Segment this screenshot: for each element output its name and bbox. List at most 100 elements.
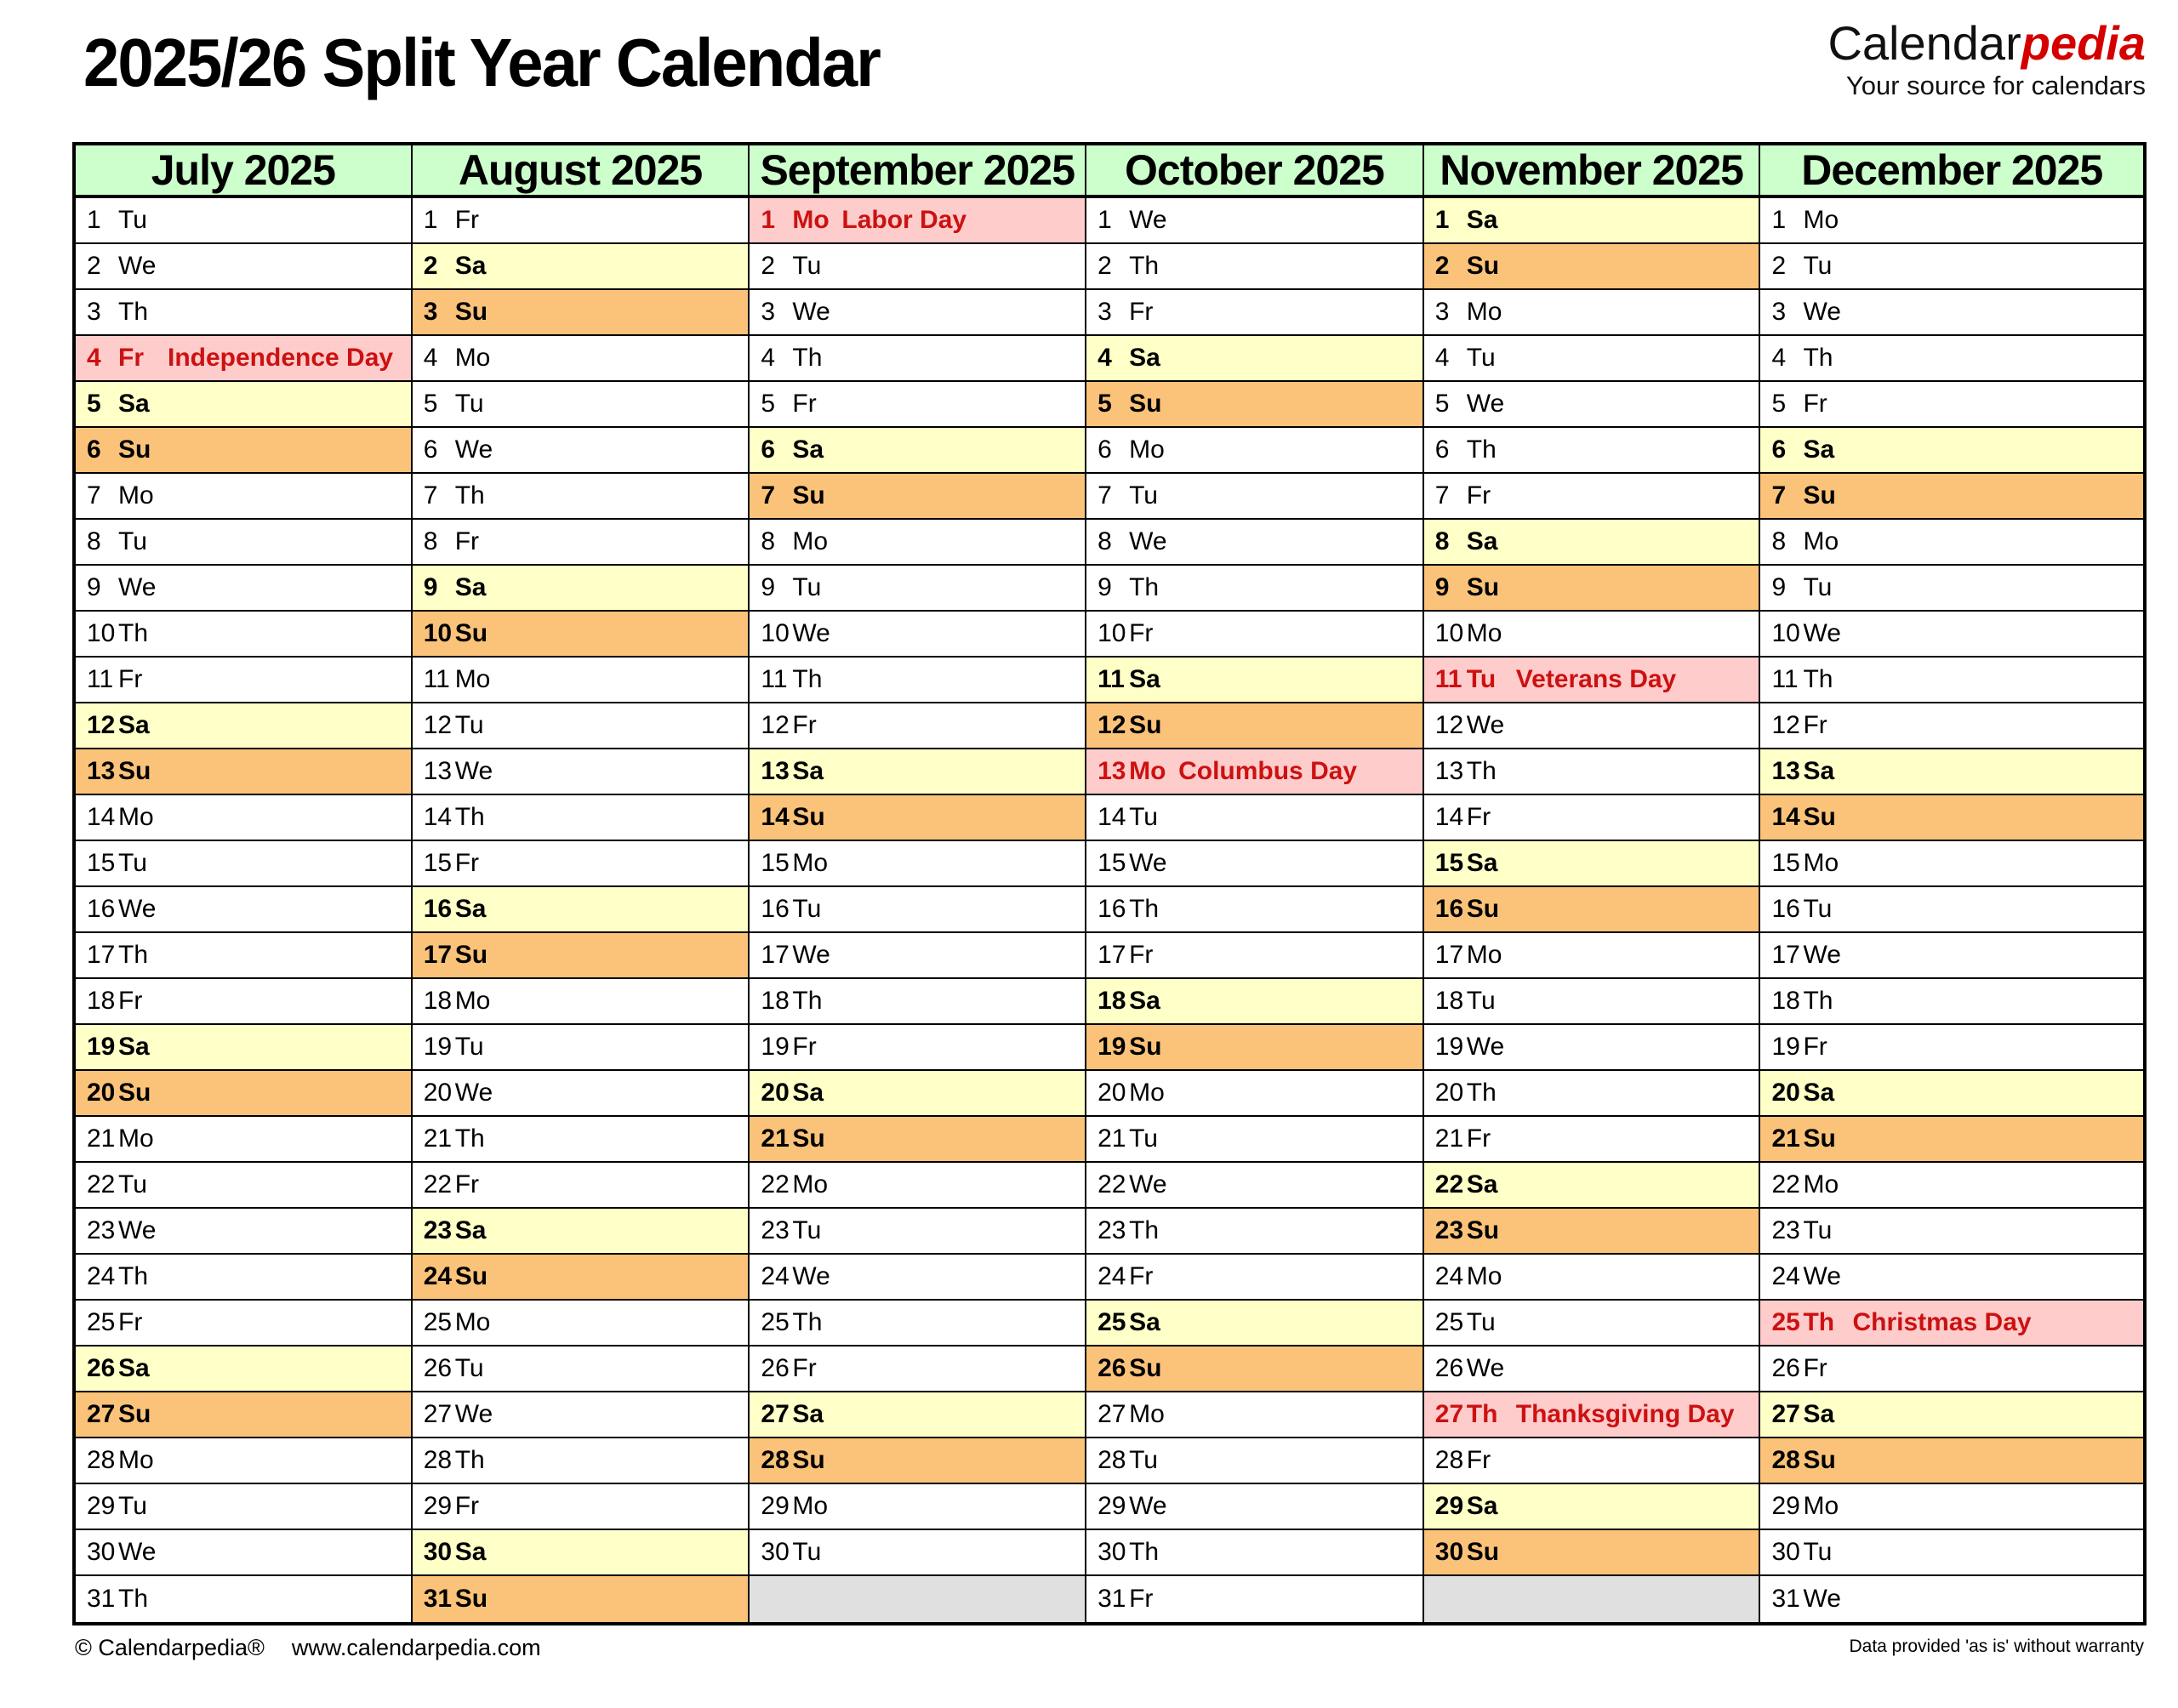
day-number: 24 [761,1262,790,1290]
day-cell: 24 Th [76,1255,411,1301]
day-cell: 3 Th [76,290,411,336]
day-cell: 22 Mo [1760,1163,2143,1209]
weekday-abbreviation: We [1803,298,1841,326]
day-number: 20 [761,1079,790,1107]
day-number: 7 [1771,481,1787,510]
day-number: 21 [423,1124,453,1153]
day-number: 15 [761,849,790,877]
day-cell: 26 Sa [76,1346,411,1392]
weekday-abbreviation: Tu [454,1354,484,1382]
weekday-abbreviation: Tu [1466,665,1497,693]
day-cell: 31 Fr [1086,1576,1423,1622]
day-cell: 24 Mo [1423,1255,1759,1301]
brand-tagline: Your source for calendars [1845,70,2146,100]
day-cell: 5 We [1423,382,1759,428]
footer-left: © Calendarpedia® www.calendarpedia.com [75,1635,541,1661]
day-number: 18 [1098,987,1126,1015]
day-cell: 19 Fr [750,1025,1086,1071]
day-number: 9 [1434,573,1450,601]
weekday-abbreviation: Tu [454,390,484,418]
weekday-abbreviation: We [1803,1262,1841,1290]
day-number: 21 [1771,1124,1800,1153]
weekday-abbreviation: Su [118,1079,151,1107]
day-number: 28 [1434,1446,1464,1474]
weekday-abbreviation: Tu [1129,481,1158,510]
day-cell: 7 Mo [76,474,411,520]
holiday-name: Christmas Day [1852,1308,2032,1336]
holiday-cell: 27 Th Thanksgiving Day [1423,1392,1759,1438]
day-number: 27 [87,1400,116,1428]
day-cell: 22 Fr [412,1163,749,1209]
month-column-july: July 2025 1 Tu 2 We 3 Th 4 Fr Independence Day 5 Sa… [76,145,413,1622]
weekday-abbreviation: Tu [1466,1308,1496,1336]
day-number: 28 [423,1446,453,1474]
day-number: 1 [1434,206,1450,234]
day-cell: 10 Fr [1086,612,1423,658]
day-number: 7 [1434,481,1450,510]
day-number: 6 [423,436,438,464]
weekday-abbreviation: Th [1803,665,1833,693]
day-number: 24 [1098,1262,1126,1290]
day-number: 31 [1771,1585,1800,1613]
day-number: 20 [1771,1079,1800,1107]
holiday-cell: 11 Tu Veterans Day [1423,658,1759,703]
brand-name-black: Calendar [1827,16,2021,70]
day-number: 4 [423,344,438,372]
day-cell: 8 Mo [1760,520,2143,566]
day-cell: 29 Mo [750,1484,1086,1530]
weekday-abbreviation: We [118,1538,157,1566]
weekday-abbreviation: Sa [454,252,487,280]
day-cell: 8 We [1086,520,1423,566]
day-number: 16 [1771,895,1800,923]
weekday-abbreviation: Sa [118,1354,150,1382]
day-cell: 5 Fr [1760,382,2143,428]
month-column-september: September 2025 1 Mo Labor Day 2 Tu 3 We 4 Th 5 Fr 6 S… [750,145,1087,1622]
weekday-abbreviation: Th [454,803,485,831]
day-cell: 31 Su [412,1576,749,1622]
footer-url-link[interactable]: www.calendarpedia.com [291,1635,541,1660]
day-cell: 20 Sa [750,1071,1086,1117]
day-cell: 10 We [750,612,1086,658]
day-number: 12 [423,711,453,739]
day-cell: 6 We [412,428,749,474]
weekday-abbreviation: Fr [454,206,480,234]
day-cell: 28 Fr [1423,1438,1759,1484]
day-number: 12 [87,711,116,739]
day-cell: 25 Th [750,1301,1086,1346]
weekday-abbreviation: Sa [1803,1079,1835,1107]
month-header: August 2025 [412,145,749,198]
day-number: 2 [423,252,438,280]
weekday-abbreviation: Fr [1466,481,1491,510]
weekday-abbreviation: Mo [1466,619,1502,647]
day-number: 14 [423,803,453,831]
day-cell: 12 Sa [76,703,411,749]
day-number: 21 [87,1124,116,1153]
weekday-abbreviation: Sa [454,1538,487,1566]
day-cell: 1 Mo [1760,198,2143,244]
day-number: 27 [761,1400,790,1428]
day-cell: 6 Su [76,428,411,474]
weekday-abbreviation: Th [1466,1400,1498,1428]
day-cell: 14 Su [750,795,1086,841]
day-number: 24 [87,1262,116,1290]
day-number: 23 [423,1216,453,1244]
day-number: 28 [1771,1446,1800,1474]
day-cell: 18 Mo [412,979,749,1025]
day-cell: 27 We [412,1392,749,1438]
weekday-abbreviation: Su [792,803,825,831]
weekday-abbreviation: Fr [1803,1354,1827,1382]
weekday-abbreviation: Th [1466,1079,1497,1107]
day-number: 1 [761,206,776,234]
day-number: 13 [1434,757,1464,785]
weekday-abbreviation: Th [1129,895,1160,923]
weekday-abbreviation: Tu [118,1170,147,1198]
weekday-abbreviation: Mo [118,1446,154,1474]
day-number: 27 [423,1400,453,1428]
weekday-abbreviation: Su [118,757,151,785]
day-number: 9 [87,573,101,601]
day-cell: 26 We [1423,1346,1759,1392]
holiday-cell: 13 Mo Columbus Day [1086,749,1423,795]
weekday-abbreviation: Fr [118,1308,143,1336]
month-column-october: October 2025 1 We 2 Th 3 Fr 4 Sa 5 Su 6 Mo 7 Tu 8 We 9 Th 1… [1086,145,1424,1622]
